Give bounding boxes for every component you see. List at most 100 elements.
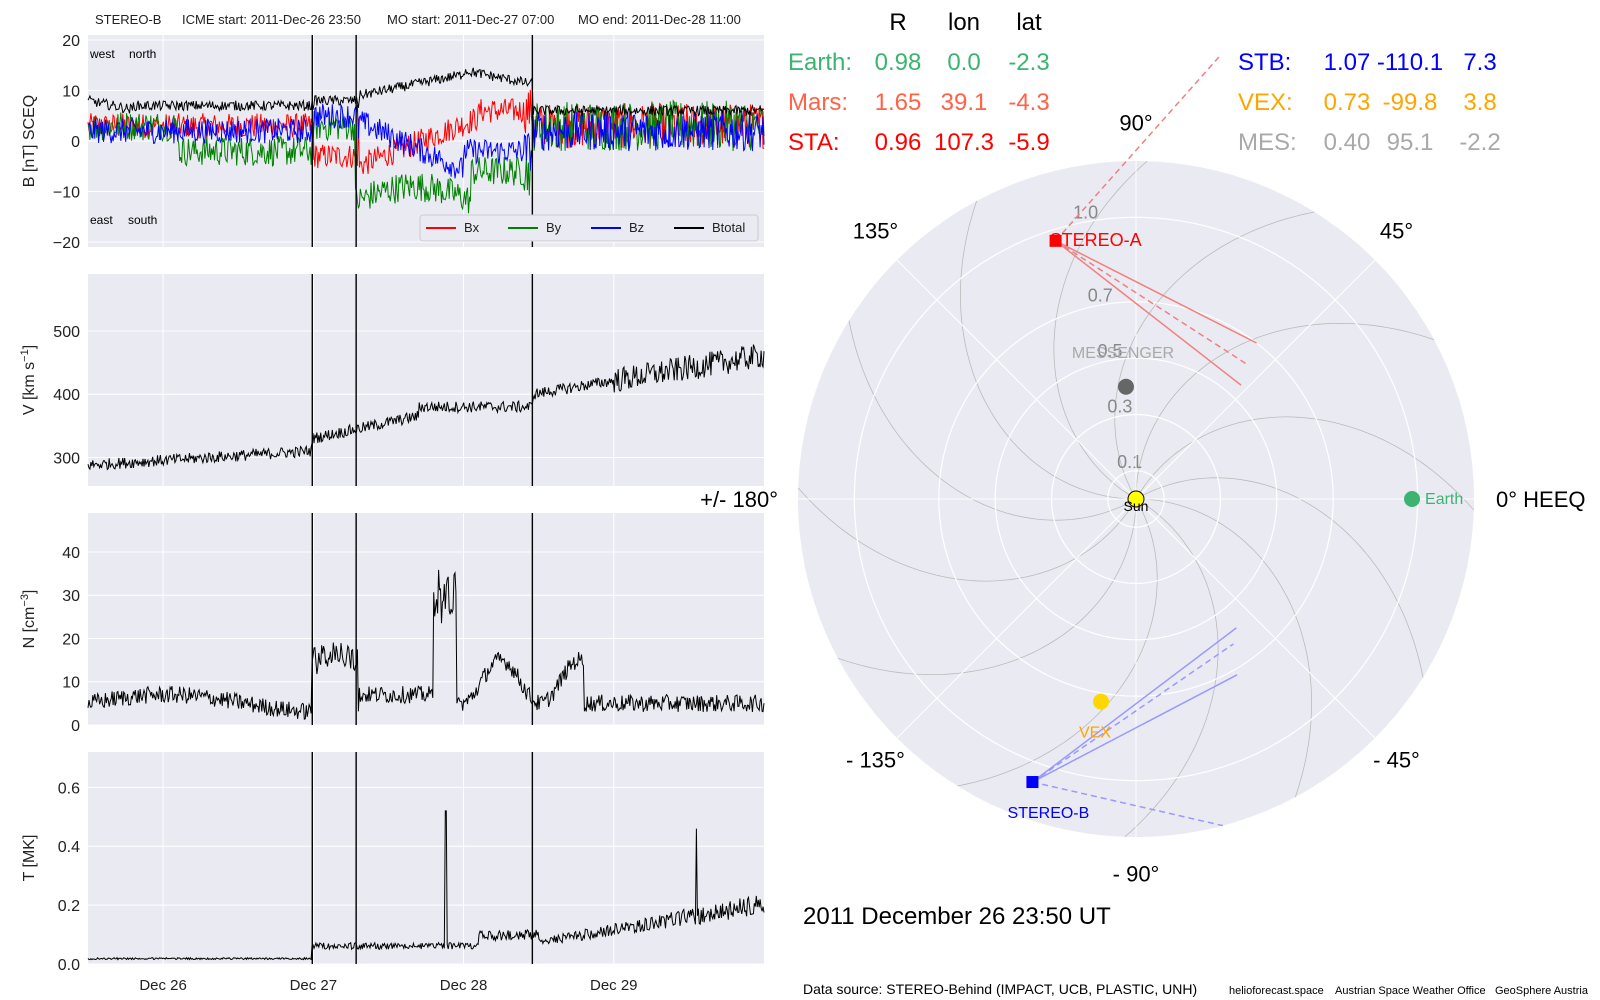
sta-fov-line [1055, 240, 1257, 344]
b-annot-west: west [89, 47, 115, 61]
stereo-a-label: STEREO-A [1050, 230, 1142, 250]
polar-plot: 0.1 0.3 0.5 0.7 1.0 Sun Earth STEREO-A STEREO-B… [700, 55, 1586, 887]
b_panel-ytick-label: 10 [62, 84, 80, 101]
table-row-lon: 107.3 [934, 129, 994, 156]
legend-by-label: By [546, 220, 562, 235]
x-tick-label: Dec 27 [290, 977, 338, 994]
event-markers [311, 35, 534, 964]
table-row-name: Mars: [788, 89, 848, 116]
polar-grid: 0.1 0.3 0.5 0.7 1.0 [798, 161, 1474, 837]
table-row-lat: -5.9 [1008, 129, 1049, 156]
polar-angle-label: 90° [1119, 111, 1152, 136]
n-ylabel: N [cm−3] [19, 590, 38, 649]
t-panel-background [88, 752, 764, 964]
v-panel-background [88, 274, 764, 486]
n_panel-ytick-label: 20 [62, 631, 80, 648]
polar-angle-label: 0° HEEQ [1496, 487, 1586, 512]
table-row-lat: -2.3 [1008, 49, 1049, 76]
polar-angle-label: 135° [853, 218, 899, 243]
polar-angle-label: - 45° [1373, 748, 1420, 773]
credit-geosphere: GeoSphere Austria [1495, 985, 1589, 997]
table-col-lat: lat [1016, 9, 1042, 36]
polar-angle-label: - 90° [1113, 861, 1160, 886]
t_panel-ytick-label: 0.6 [58, 780, 80, 797]
vex-marker [1093, 693, 1110, 710]
table-row-r: 1.07 [1324, 49, 1371, 76]
sta-fov-line [1055, 240, 1242, 386]
table-row-lon: 95.1 [1387, 129, 1434, 156]
bz-trace [87, 103, 765, 179]
table-row-lon: 39.1 [941, 89, 988, 116]
temperature-trace [87, 810, 765, 961]
stb-fov-dashed [1032, 643, 1234, 783]
credit-helioforecast: helioforecast.space [1229, 985, 1324, 997]
density-trace [87, 569, 765, 720]
x-tick-label: Dec 26 [139, 977, 187, 994]
earth-label: Earth [1425, 491, 1463, 508]
n-ylabel-end: ] [21, 590, 38, 594]
polar-spoke [896, 259, 1137, 500]
table-row-name: VEX: [1238, 89, 1293, 116]
b_panel-ytick-label: 0 [71, 134, 80, 151]
polar-angle-labels: 0° HEEQ 45° 90° 135° +/- 180° - 135° - 90° - 45… [700, 111, 1585, 887]
n_panel-ytick-label: 40 [62, 545, 80, 562]
table-row-name: Earth: [788, 49, 852, 76]
stb-sunward-dashed [1032, 781, 1224, 827]
table-row-lat: -4.3 [1008, 89, 1049, 116]
header-mo-start: MO start: 2011-Dec-27 07:00 [387, 12, 554, 27]
b-annot-south: south [128, 213, 157, 227]
table-row-r: 1.65 [875, 89, 922, 116]
table-row-name: MES: [1238, 129, 1297, 156]
table-row-r: 0.73 [1324, 89, 1371, 116]
legend-bx-label: Bx [464, 220, 480, 235]
b-legend: Bx By Bz Btotal [419, 214, 759, 242]
legend-box [419, 214, 759, 242]
table-col-r: R [889, 9, 906, 36]
b-ylabel: B [nT] SCEQ [21, 95, 38, 187]
v-ylabel-end: ] [21, 345, 38, 349]
table-row-lon: -99.8 [1383, 89, 1438, 116]
legend-bz-label: Bz [629, 220, 644, 235]
polar-bodies: Sun Earth STEREO-A STEREO-B VEX MESSENGER [1008, 55, 1463, 827]
x-tick-labels: Dec 26 Dec 27 Dec 28 Dec 29 [139, 977, 637, 994]
table-row-lat: 7.3 [1463, 49, 1496, 76]
v_panel-ytick-label: 400 [53, 387, 80, 404]
b_panel-ytick-label: −20 [53, 235, 80, 252]
table-row-lat: -2.2 [1459, 129, 1500, 156]
t_panel-ytick-label: 0.0 [58, 957, 80, 974]
b-annot-east: east [90, 213, 113, 227]
n_panel-ytick-label: 10 [62, 675, 80, 692]
table-row-lon: 0.0 [947, 49, 980, 76]
btotal-trace [87, 67, 765, 118]
v-ylabel-exp: −1 [19, 349, 31, 362]
b-annot-north: north [129, 47, 156, 61]
stb-fov-line [1032, 674, 1238, 783]
y-tick-labels: 20 10 0 −10 −20 500 400 300 40 30 20 10 0 0.6 0.4 0.2 0.… [53, 33, 80, 974]
plot-datetime: 2011 December 26 23:50 UT [803, 903, 1111, 930]
timeseries-panels: STEREO-B ICME start: 2011-Dec-26 23:50 M… [19, 12, 765, 994]
data-source: Data source: STEREO-Behind (IMPACT, UCB,… [803, 981, 1197, 997]
timeseries-data [87, 67, 765, 961]
table-col-lon: lon [948, 9, 980, 36]
x-tick-label: Dec 28 [440, 977, 488, 994]
sun-label: Sun [1124, 498, 1149, 514]
b_panel-ytick-label: −10 [53, 184, 80, 201]
velocity-trace [87, 344, 765, 471]
vex-label: VEX [1079, 725, 1111, 742]
t_panel-ytick-label: 0.2 [58, 898, 80, 915]
polar-ring-label: 1.0 [1073, 202, 1098, 222]
table-row-lat: 3.8 [1463, 89, 1496, 116]
v_panel-ytick-label: 500 [53, 324, 80, 341]
messenger-label: MESSENGER [1072, 345, 1174, 362]
stereo-b-label: STEREO-B [1008, 805, 1090, 822]
v-ylabel-main: V [km s [21, 362, 38, 415]
n-ylabel-main: N [cm [21, 607, 38, 649]
polar-angle-label: +/- 180° [700, 487, 778, 512]
stb-fov-line [1031, 627, 1237, 783]
table-row-r: 0.96 [875, 129, 922, 156]
earth-marker [1404, 491, 1421, 507]
position-table: R lon lat Earth: 0.98 0.0 -2.3 Mars: 1.65 39.1… [788, 9, 1501, 156]
table-row-name: STB: [1238, 49, 1291, 76]
polar-spoke [1135, 498, 1376, 739]
